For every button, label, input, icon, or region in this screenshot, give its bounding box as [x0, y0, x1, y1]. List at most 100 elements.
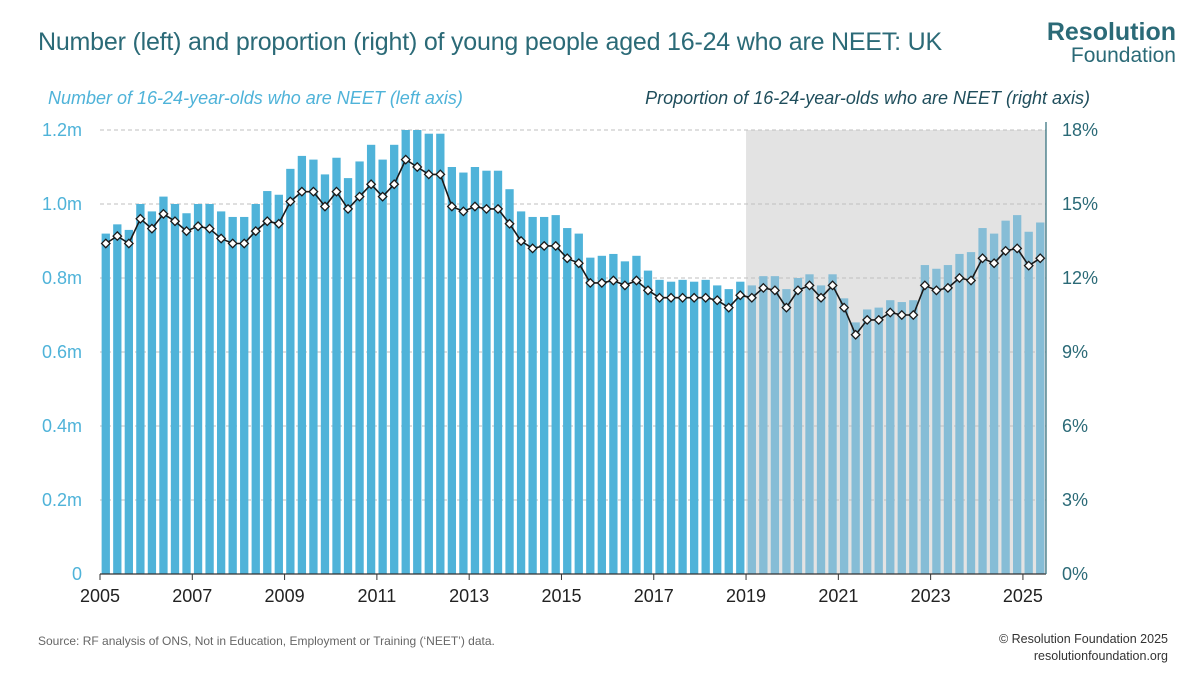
- proportion-marker: [619, 280, 631, 291]
- proportion-marker: [931, 285, 942, 296]
- bar: [609, 253, 618, 574]
- bar: [932, 268, 941, 574]
- bar: [989, 233, 999, 574]
- bar: [459, 172, 468, 575]
- proportion-marker: [642, 285, 654, 296]
- proportion-marker: [908, 309, 919, 321]
- bar: [1001, 220, 1010, 574]
- logo-resolution: Resolution: [1046, 18, 1176, 46]
- proportion-marker: [354, 191, 365, 202]
- proportion-marker: [942, 282, 954, 293]
- proportion-marker: [712, 295, 723, 306]
- proportion-marker: [1035, 253, 1046, 264]
- bar: [574, 233, 583, 574]
- bar: [759, 276, 768, 574]
- left-tick-label: 0: [72, 564, 82, 584]
- proportion-marker: [400, 154, 411, 165]
- bar: [863, 309, 872, 574]
- proportion-marker: [573, 258, 584, 269]
- proportion-marker: [123, 238, 134, 249]
- bar: [1036, 222, 1045, 574]
- proportion-marker: [758, 282, 769, 293]
- left-tick-label: 1.0m: [42, 194, 82, 214]
- bar: [632, 255, 641, 575]
- bar: [332, 157, 341, 574]
- proportion-marker: [919, 280, 930, 291]
- bar: [447, 167, 457, 574]
- bar: [620, 261, 630, 574]
- proportion-marker: [815, 292, 827, 303]
- bar: [655, 279, 664, 574]
- bar: [736, 281, 745, 574]
- proportion-marker: [319, 201, 331, 212]
- proportion-line: [105, 158, 1041, 337]
- right-axis-label: Proportion of 16-24-year-olds who are NE…: [645, 88, 1090, 108]
- bar: [482, 170, 491, 574]
- bar: [136, 204, 145, 574]
- proportion-marker: [135, 213, 146, 224]
- proportion-marker: [965, 275, 977, 286]
- proportion-marker: [412, 161, 423, 173]
- proportion-marker: [285, 196, 296, 207]
- proportion-marker: [469, 201, 481, 212]
- proportion-marker: [827, 280, 838, 291]
- bar: [390, 144, 399, 575]
- bar: [897, 302, 906, 574]
- proportion-marker: [435, 169, 446, 180]
- proportion-marker: [1000, 245, 1011, 256]
- bar: [563, 228, 572, 575]
- proportion-marker: [746, 292, 757, 303]
- proportion-marker: [239, 238, 250, 249]
- bar: [147, 211, 157, 574]
- proportion-marker: [977, 253, 988, 264]
- x-tick-label: 2017: [634, 586, 674, 606]
- x-tick-label: 2011: [358, 586, 397, 606]
- copyright-text: © Resolution Foundation 2025: [998, 632, 1168, 646]
- bar: [470, 167, 480, 574]
- source-note: Source: RF analysis of ONS, Not in Educa…: [38, 634, 495, 648]
- proportion-marker: [885, 307, 896, 318]
- bar: [493, 170, 503, 574]
- bar: [920, 265, 930, 574]
- bar: [286, 168, 295, 574]
- proportion-marker: [954, 272, 965, 284]
- bar: [782, 289, 791, 574]
- bar: [689, 281, 699, 574]
- bar: [309, 159, 318, 574]
- bar: [343, 178, 353, 574]
- proportion-marker: [389, 179, 400, 190]
- proportion-marker: [608, 275, 619, 286]
- proportion-marker: [550, 240, 561, 252]
- bar: [320, 174, 330, 574]
- bar: [978, 228, 987, 575]
- bar: [770, 276, 780, 574]
- proportion-marker: [873, 314, 884, 326]
- proportion-marker: [527, 243, 538, 254]
- proportion-marker: [988, 258, 1000, 269]
- x-tick-label: 2015: [541, 586, 581, 606]
- bar: [793, 278, 803, 574]
- right-tick-label: 12%: [1062, 268, 1098, 288]
- bar: [955, 253, 964, 574]
- proportion-marker: [677, 292, 688, 303]
- bar: [297, 155, 307, 574]
- bar: [170, 204, 180, 574]
- proportion-marker: [423, 169, 434, 180]
- bar: [366, 144, 376, 575]
- right-tick-label: 3%: [1062, 490, 1088, 510]
- proportion-marker: [792, 285, 804, 296]
- proportion-marker: [700, 292, 711, 303]
- proportion-marker: [158, 208, 169, 219]
- bar: [1013, 215, 1022, 574]
- proportion-marker: [631, 275, 642, 286]
- proportion-marker: [896, 309, 907, 321]
- bar: [540, 216, 549, 574]
- proportion-marker: [308, 186, 319, 197]
- x-tick-label: 2019: [726, 586, 766, 606]
- proportion-marker: [665, 292, 677, 303]
- bar: [251, 204, 260, 574]
- proportion-marker: [377, 191, 388, 202]
- proportion-marker: [1023, 260, 1034, 271]
- proportion-marker: [492, 203, 504, 215]
- proportion-marker: [296, 186, 308, 197]
